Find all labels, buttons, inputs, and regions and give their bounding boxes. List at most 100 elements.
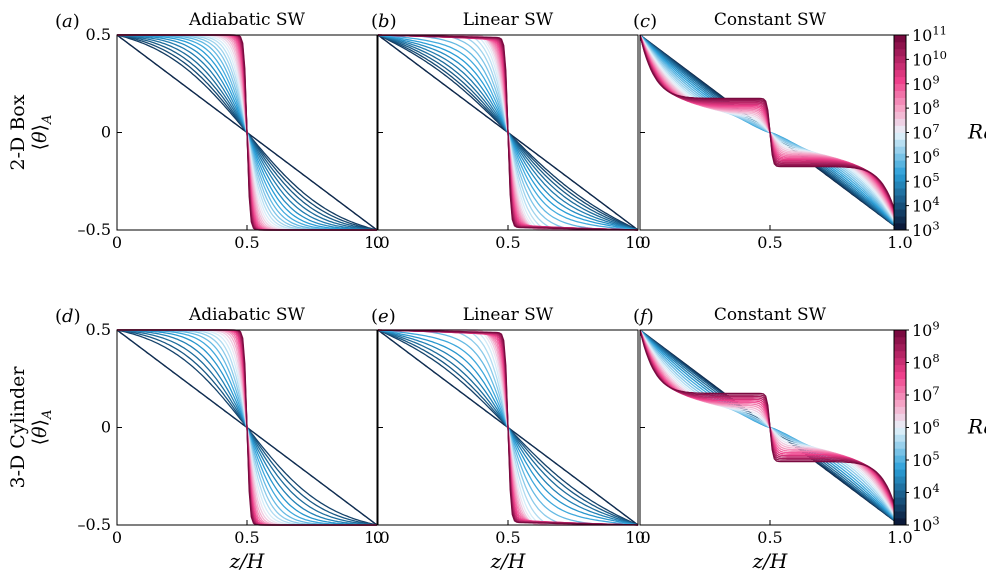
colorbar-0-segment-25 <box>894 48 906 57</box>
y-tick-label-d-1: 0 <box>101 418 111 437</box>
colorbar-0-tick-label-1: 104 <box>912 194 940 215</box>
colorbar-0-segment-17 <box>894 104 906 112</box>
colorbar-0-segment-3 <box>894 202 906 210</box>
colorbar-1-segment-11 <box>894 441 906 449</box>
panel-e: 0 0.5 1.0 (e) Linear SW z/H <box>371 305 651 573</box>
colorbar-0-tick-label-7: 1010 <box>912 48 947 69</box>
colorbar-1-tick-label-3: 106 <box>912 416 940 437</box>
colorbar-0-segment-8 <box>894 167 906 175</box>
colorbar-0-segment-16 <box>894 111 906 119</box>
panel-letter-a: (a) <box>55 11 80 32</box>
colorbar-1-segment-26 <box>894 336 906 345</box>
colorbar-1-segment-3 <box>894 497 906 505</box>
colorbar-0-label: Ra <box>967 120 986 144</box>
x-tick-label-c-2: 1.0 <box>887 233 912 252</box>
x-tick-label-d-0: 0 <box>112 528 122 547</box>
colorbar-1-tick-label-5: 108 <box>912 351 940 372</box>
colorbar-0-segment-20 <box>894 83 906 92</box>
panel-letter-f: (f) <box>633 306 654 327</box>
x-tick-label-a-2: 1.0 <box>364 233 389 252</box>
colorbar-1-tick-label-6: 109 <box>912 319 940 340</box>
colorbar-0-tick-label-2: 105 <box>912 170 940 191</box>
colorbar-1-segment-5 <box>894 483 906 491</box>
y-tick-label-d-2: 0.5 <box>86 320 111 339</box>
panel-title-d: Adiabatic SW <box>188 305 306 325</box>
colorbar-0-segment-11 <box>894 146 906 154</box>
panel-d: 0 0.5 1.0–0.500.5(d) Adiabatic SWz/H <box>55 305 390 573</box>
panel-title-f: Constant SW <box>714 305 827 325</box>
colorbar-1-label: Ra <box>967 415 986 439</box>
y-tick-label-d-0: –0.5 <box>78 515 111 534</box>
x-tick-label-e-0: 0 <box>373 528 383 547</box>
colorbar-1-segment-27 <box>894 330 906 338</box>
colorbar-1-segment-20 <box>894 378 906 387</box>
colorbar-0-tick-label-3: 106 <box>912 145 940 166</box>
x-tick-label-b-1: 0.5 <box>495 233 520 252</box>
colorbar-0-segment-26 <box>894 41 906 50</box>
colorbar-1-segment-14 <box>894 420 906 428</box>
colorbar-0-segment-13 <box>894 132 906 140</box>
colorbar-0-segment-0 <box>894 223 906 231</box>
colorbar-0-segment-5 <box>894 188 906 196</box>
colorbar-1-segment-17 <box>894 399 906 407</box>
series-line-f-23 <box>639 329 901 526</box>
colorbar-1-segment-7 <box>894 469 906 477</box>
x-tick-label-d-1: 0.5 <box>234 528 259 547</box>
colorbar-0: 103 104 105 106 107 108 109 1010 1011 Ra <box>893 24 986 240</box>
colorbar-1-segment-18 <box>894 392 906 400</box>
x-tick-label-c-0: 0 <box>635 233 645 252</box>
y-tick-label-a-1: 0 <box>101 123 111 142</box>
x-axis-label-f: z/H <box>752 549 788 573</box>
x-tick-label-b-0: 0 <box>373 233 383 252</box>
colorbar-1-segment-6 <box>894 476 906 484</box>
panel-title-b: Linear SW <box>463 10 554 30</box>
colorbar-0-tick-label-0: 103 <box>912 219 940 240</box>
panel-letter-d: (d) <box>55 306 81 327</box>
panel-letter-b: (b) <box>371 11 397 32</box>
colorbar-1-segment-4 <box>894 490 906 498</box>
colorbar-0-segment-15 <box>894 118 906 126</box>
colorbar-0-segment-23 <box>894 62 906 71</box>
colorbar-1-tick-label-4: 107 <box>912 384 940 405</box>
x-tick-label-f-0: 0 <box>635 528 645 547</box>
colorbar-0-segment-14 <box>894 125 906 133</box>
x-tick-label-f-2: 1.0 <box>887 528 912 547</box>
colorbar-0-segment-1 <box>894 216 906 224</box>
x-axis-label-e: z/H <box>490 549 526 573</box>
colorbar-1-segment-23 <box>894 357 906 366</box>
panel-title-a: Adiabatic SW <box>188 10 306 30</box>
x-axis-label-d: z/H <box>229 549 265 573</box>
x-tick-label-f-1: 0.5 <box>757 528 782 547</box>
colorbar-0-segment-9 <box>894 160 906 168</box>
colorbar-1-segment-24 <box>894 350 906 359</box>
colorbar-1-segment-21 <box>894 371 906 380</box>
colorbar-0-segment-2 <box>894 209 906 217</box>
colorbar-1-tick-label-2: 105 <box>912 449 940 470</box>
colorbar-0-segment-7 <box>894 174 906 182</box>
colorbar-0-segment-19 <box>894 90 906 98</box>
x-tick-label-b-2: 1.0 <box>625 233 650 252</box>
colorbar-1-segment-12 <box>894 434 906 442</box>
colorbar-1-segment-16 <box>894 406 906 414</box>
panel-c: 0 0.5 1.0 (c) Constant SW <box>633 10 913 252</box>
colorbar-1-segment-1 <box>894 511 906 519</box>
y-axis-label-0: ⟨θ⟩A <box>29 115 55 151</box>
colorbar-1-segment-9 <box>894 455 906 463</box>
colorbar-0-segment-22 <box>894 69 906 78</box>
colorbar-1-segment-25 <box>894 343 906 352</box>
colorbar-1-segment-2 <box>894 504 906 512</box>
colorbar-0-segment-21 <box>894 76 906 85</box>
panel-f: 0 0.5 1.0 (f) Constant SW z/H <box>633 305 913 573</box>
colorbar-1-segment-19 <box>894 385 906 393</box>
colorbar-1-segment-22 <box>894 364 906 373</box>
colorbar-0-segment-24 <box>894 55 906 64</box>
colorbar-0-segment-10 <box>894 153 906 161</box>
colorbar-1-segment-0 <box>894 518 906 526</box>
panel-b: 0 0.5 1.0 (b) Linear SW <box>371 10 651 252</box>
colorbar-1-segment-15 <box>894 413 906 421</box>
colorbar-1-segment-13 <box>894 427 906 435</box>
row-label-1: 3-D Cylinder ⟨θ⟩A <box>7 366 55 489</box>
panel-letter-c: (c) <box>633 11 657 32</box>
colorbar-0-tick-label-8: 1011 <box>912 24 947 45</box>
